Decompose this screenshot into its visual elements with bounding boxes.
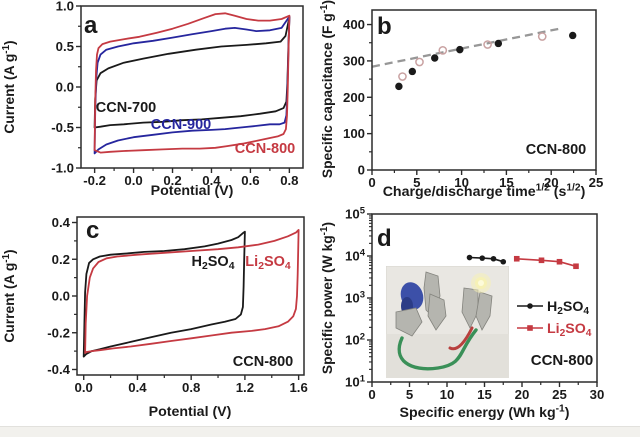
svg-text:5: 5 <box>413 175 420 190</box>
svg-text:1.6: 1.6 <box>289 380 307 395</box>
svg-text:300: 300 <box>343 54 365 69</box>
svg-text:CCN-700: CCN-700 <box>96 100 156 116</box>
red-wire <box>448 326 474 351</box>
svg-text:0.5: 0.5 <box>56 39 74 54</box>
svg-text:15: 15 <box>499 175 514 190</box>
svg-text:0.8: 0.8 <box>182 380 200 395</box>
svg-text:d: d <box>377 225 392 252</box>
svg-text:0.4: 0.4 <box>202 173 221 188</box>
panel-a-cv-curves-chart: -0.2 0.0 0.2 0.4 0.6 0.8 -1.0 -0.5 0.0 0.5 1.0 a Pot… <box>1 0 304 199</box>
svg-text:b: b <box>377 13 392 40</box>
svg-text:a: a <box>84 12 98 39</box>
svg-text:-0.4: -0.4 <box>47 362 70 377</box>
svg-text:Specific power (W kg-1): Specific power (W kg-1) <box>320 222 335 374</box>
svg-text:-0.2: -0.2 <box>83 173 106 188</box>
svg-text:102: 102 <box>345 332 365 348</box>
svg-text:CCN-800: CCN-800 <box>235 141 295 157</box>
svg-text:25: 25 <box>552 387 567 402</box>
svg-text:Li2SO4: Li2SO4 <box>547 321 592 339</box>
svg-text:Li2SO4: Li2SO4 <box>245 254 291 272</box>
svg-text:104: 104 <box>345 248 366 264</box>
svg-text:-1.0: -1.0 <box>51 161 74 176</box>
svg-text:0.8: 0.8 <box>280 173 298 188</box>
svg-text:c: c <box>86 217 99 244</box>
svg-text:-0.2: -0.2 <box>47 325 70 340</box>
photo-floor-shade <box>386 334 509 378</box>
led-light <box>471 273 491 293</box>
svg-text:1.2: 1.2 <box>236 380 254 395</box>
svg-text:105: 105 <box>345 206 366 222</box>
svg-text:Potential (V): Potential (V) <box>151 183 234 199</box>
svg-text:-0.5: -0.5 <box>51 120 74 135</box>
svg-text:25: 25 <box>589 175 604 190</box>
svg-text:Specific capacitance (F g-1): Specific capacitance (F g-1) <box>320 0 335 178</box>
device-photo-inset <box>386 266 509 378</box>
svg-text:Current (A g-1): Current (A g-1) <box>1 40 17 133</box>
svg-text:0.0: 0.0 <box>52 289 70 304</box>
svg-text:0.2: 0.2 <box>52 252 70 267</box>
svg-text:Current (A g-1): Current (A g-1) <box>1 249 17 342</box>
panel-b-capacitance-chart: 0 5 10 15 20 25 0 100 200 300 400 b Charge/discharge… <box>320 0 604 200</box>
svg-text:H2SO4: H2SO4 <box>547 299 589 317</box>
alligator-clip-center <box>427 293 447 331</box>
svg-text:CCN-900: CCN-900 <box>151 117 211 133</box>
svg-text:H2SO4: H2SO4 <box>192 254 235 272</box>
svg-text:20: 20 <box>544 175 559 190</box>
svg-text:103: 103 <box>345 290 365 306</box>
alligator-clip-right-b <box>475 291 493 331</box>
alligator-clip-left-lower <box>395 307 423 337</box>
svg-text:CCN-800: CCN-800 <box>526 142 586 158</box>
panel-d-ragone-chart: 0 5 10 15 20 25 30 101 102 103 104 105 d Specific ene… <box>320 206 605 421</box>
svg-text:0.6: 0.6 <box>241 173 259 188</box>
svg-text:CCN-800: CCN-800 <box>233 354 293 370</box>
svg-text:Specific energy (Wh kg-1): Specific energy (Wh kg-1) <box>400 404 570 421</box>
svg-text:400: 400 <box>343 17 365 32</box>
svg-text:15: 15 <box>477 387 492 402</box>
svg-text:0.0: 0.0 <box>75 380 93 395</box>
green-wire <box>397 328 478 371</box>
svg-text:CCN-800: CCN-800 <box>531 352 594 369</box>
svg-text:30: 30 <box>590 387 605 402</box>
svg-text:100: 100 <box>343 126 365 141</box>
footer-strip <box>0 426 640 437</box>
svg-text:10: 10 <box>440 387 455 402</box>
svg-text:20: 20 <box>515 387 530 402</box>
svg-text:1.0: 1.0 <box>56 0 74 14</box>
svg-text:Charge/discharge time1/2 (s1/2: Charge/discharge time1/2 (s1/2) <box>383 183 586 200</box>
svg-text:0.4: 0.4 <box>128 380 147 395</box>
svg-text:Potential (V): Potential (V) <box>149 404 232 420</box>
svg-text:0.4: 0.4 <box>52 215 71 230</box>
svg-text:101: 101 <box>345 374 366 390</box>
svg-text:200: 200 <box>343 90 365 105</box>
svg-text:5: 5 <box>406 387 413 402</box>
svg-text:0: 0 <box>368 387 375 402</box>
svg-text:0: 0 <box>368 175 375 190</box>
svg-text:10: 10 <box>454 175 469 190</box>
svg-text:0: 0 <box>358 163 365 178</box>
svg-text:0.0: 0.0 <box>124 173 142 188</box>
svg-text:0.2: 0.2 <box>163 173 181 188</box>
svg-text:0.0: 0.0 <box>56 80 74 95</box>
panel-c-cv-electrolyte-chart: 0.0 0.4 0.8 1.2 1.6 -0.4 -0.2 0.0 0.2 0.4 c Potenti… <box>1 215 308 420</box>
